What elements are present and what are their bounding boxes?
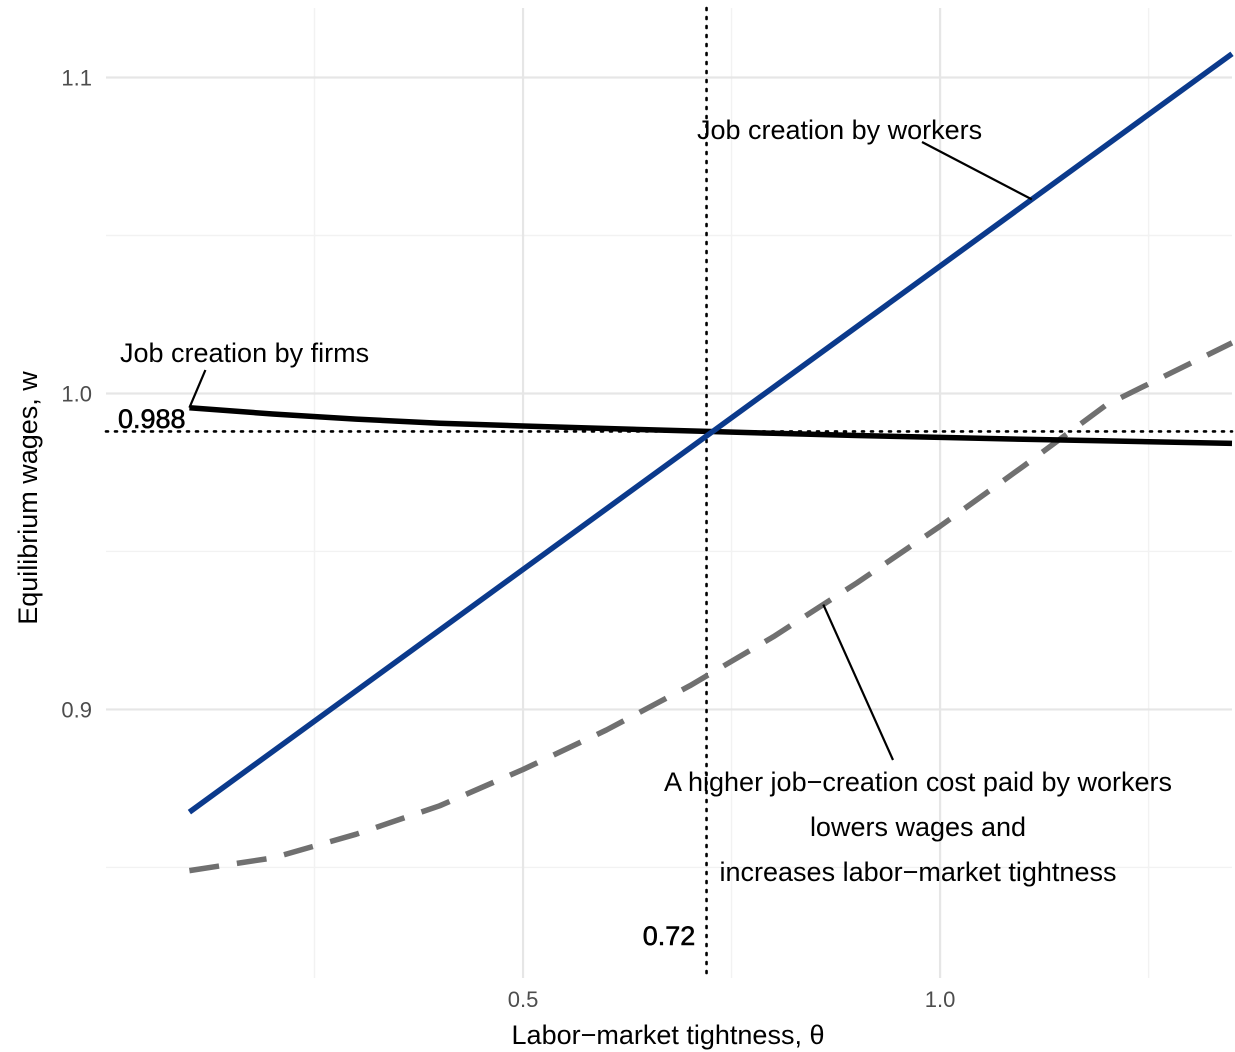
- y-tick-label: 0.9: [61, 697, 92, 722]
- minor-gridlines: [106, 8, 1232, 978]
- x-axis-title: Labor−market tightness, θ: [512, 1020, 825, 1050]
- series-line-workers: [187, 51, 1234, 815]
- tick-labels: 0.5 1.0 0.9 1.0 1.1: [61, 66, 955, 1012]
- annotation-higher-cost-line-2: lowers wages and: [810, 812, 1026, 842]
- reference-label-y: 0.988: [118, 404, 186, 434]
- annotation-higher-cost-line-1: A higher job−creation cost paid by worke…: [664, 767, 1172, 797]
- leader-workers: [921, 141, 1033, 201]
- annotation-leaders: [188, 141, 1033, 761]
- annotation-workers: Job creation by workers: [697, 115, 982, 145]
- leader-higher-cost: [822, 604, 895, 761]
- x-tick-label: 1.0: [925, 987, 956, 1012]
- annotation-firms: Job creation by firms: [120, 338, 369, 368]
- reference-lines: [104, 6, 1234, 980]
- reference-label-x: 0.72: [643, 921, 696, 951]
- series-line-workers-higher-cost: [188, 340, 1234, 874]
- series-lines: [187, 51, 1234, 874]
- y-tick-label: 1.1: [61, 66, 92, 91]
- series-line-firms: [189, 404, 1233, 447]
- y-axis-title: Equilibrium wages, w: [13, 371, 43, 625]
- leader-firms: [188, 369, 207, 409]
- major-gridlines: [106, 8, 1232, 978]
- x-tick-label: 0.5: [508, 987, 539, 1012]
- annotation-higher-cost-line-3: increases labor−market tightness: [720, 857, 1117, 887]
- y-tick-label: 1.0: [61, 381, 92, 406]
